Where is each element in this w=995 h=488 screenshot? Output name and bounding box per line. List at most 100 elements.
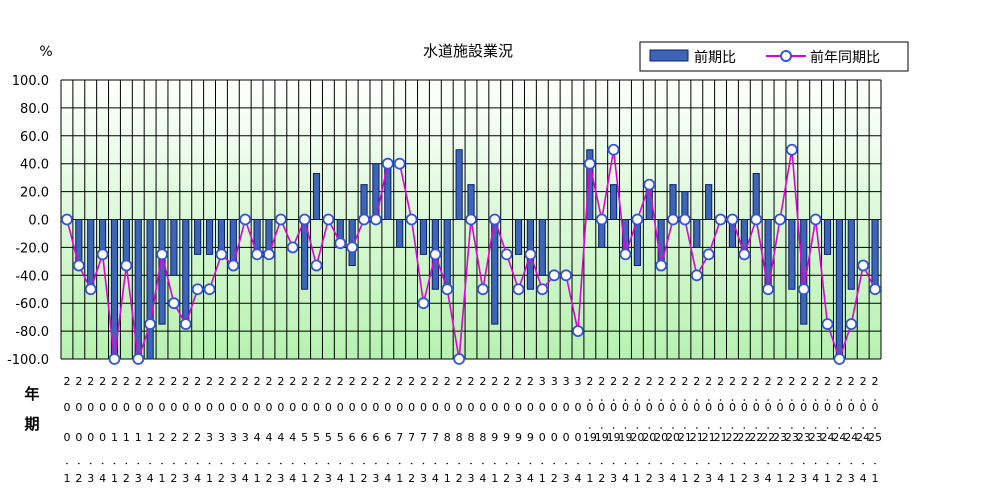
bar <box>419 219 428 255</box>
chart-title: 水道施設業況 <box>423 42 513 60</box>
bar <box>586 149 594 220</box>
x-tick-label: 2 0 19 4 <box>618 375 632 485</box>
x-tick-separator <box>850 399 853 401</box>
data-point <box>750 213 763 226</box>
x-tick-label: 2 0 22 3 <box>749 375 763 485</box>
x-tick-separator <box>232 462 235 465</box>
data-point <box>274 213 287 226</box>
x-tick-separator <box>600 399 603 401</box>
data-point <box>334 237 347 250</box>
x-tick-label: 2 0 20 2 <box>642 375 656 485</box>
x-tick-separator <box>850 427 853 429</box>
x-tick-separator <box>256 462 258 465</box>
x-tick-separator <box>648 427 651 429</box>
data-point <box>774 213 786 226</box>
x-tick-label: 2 0 21 3 <box>702 375 716 485</box>
x-tick-separator <box>434 462 437 465</box>
y-axis: 100.0 80.0 60.0 40.0 20.0 0.0 -20.0 -40.0 -60.0 -… <box>7 74 49 368</box>
x-tick-separator <box>660 427 662 429</box>
bar <box>87 219 95 290</box>
x-tick-separator <box>339 462 342 465</box>
x-tick-separator <box>244 462 247 465</box>
x-tick-separator <box>814 427 817 429</box>
data-point <box>215 248 228 261</box>
x-tick-separator <box>719 462 722 465</box>
x-tick-separator <box>731 399 734 401</box>
bar <box>705 184 713 220</box>
x-tick-separator <box>184 462 187 465</box>
x-tick-separator <box>719 427 722 429</box>
data-point <box>476 283 489 296</box>
y-tick-label: 40.0 <box>20 158 49 173</box>
x-tick-separator <box>589 399 591 401</box>
x-tick-label: 2 0 23 2 <box>785 375 799 485</box>
x-tick-label: 2 0 20 4 <box>666 375 680 485</box>
x-tick-separator <box>422 462 425 465</box>
x-tick-label: 2 0 23 3 <box>797 375 811 485</box>
x-tick-separator <box>577 462 579 465</box>
x-tick-separator <box>363 462 365 465</box>
x-tick-separator <box>624 427 627 429</box>
bar <box>170 219 178 276</box>
x-tick-separator <box>707 427 710 429</box>
data-point <box>607 143 620 156</box>
x-tick-separator <box>648 399 651 401</box>
x-tick-separator <box>838 427 841 429</box>
x-tick-separator <box>672 462 674 465</box>
data-point <box>679 213 691 226</box>
x-tick-label: 2 0 24 4 <box>856 375 870 485</box>
bar <box>122 219 130 267</box>
x-tick-separator <box>173 462 175 465</box>
data-point <box>643 178 656 191</box>
bar <box>443 219 451 290</box>
data-point <box>298 213 311 226</box>
x-tick-label: 2 0 21 4 <box>714 375 728 485</box>
x-tick-separator <box>791 462 793 465</box>
y-tick-label: 20.0 <box>20 186 49 201</box>
data-point <box>548 269 561 282</box>
data-point <box>429 248 442 261</box>
x-tick-separator <box>351 462 353 465</box>
x-tick-separator <box>410 462 413 465</box>
x-tick-separator <box>791 399 793 401</box>
legend-bar-swatch <box>649 49 689 62</box>
data-point <box>108 353 121 365</box>
x-tick-separator <box>802 427 805 429</box>
data-point <box>857 259 870 272</box>
x-tick-separator <box>731 427 734 429</box>
x-tick-separator <box>315 462 318 465</box>
x-tick-separator <box>636 399 639 401</box>
data-point <box>286 241 299 254</box>
x-tick-separator <box>826 399 829 401</box>
data-point <box>358 213 370 226</box>
data-point <box>631 213 644 226</box>
data-point <box>797 283 810 296</box>
x-tick-separator <box>589 427 591 429</box>
x-tick-separator <box>695 462 698 465</box>
x-tick-separator <box>779 462 781 465</box>
data-point <box>132 353 145 365</box>
x-tick-separator <box>529 462 532 465</box>
x-tick-separator <box>874 427 876 429</box>
x-tick-separator <box>862 462 864 465</box>
x-tick-label: 2 0 24 2 <box>832 375 846 485</box>
bar <box>788 219 796 290</box>
data-point <box>667 213 679 226</box>
bar <box>871 219 879 290</box>
data-point <box>61 213 73 226</box>
